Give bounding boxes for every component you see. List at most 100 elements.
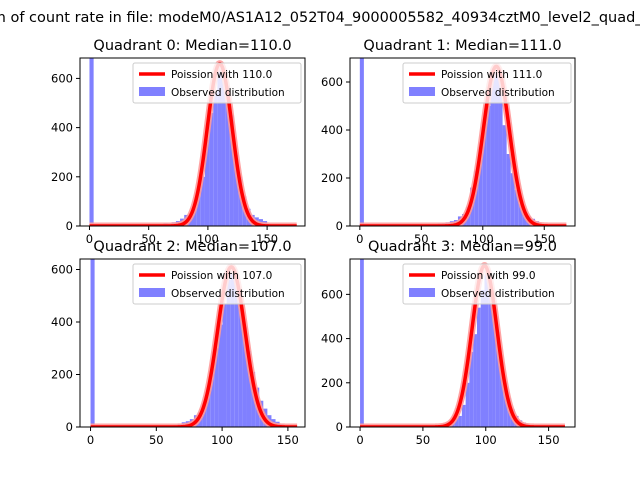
- x-tick-label: 100: [211, 433, 233, 447]
- histogram-bar: [210, 369, 215, 427]
- x-tick-label: 150: [277, 433, 299, 447]
- histogram-bar: [474, 170, 479, 226]
- legend-hist-swatch: [409, 87, 435, 96]
- histogram-bar: [482, 122, 487, 226]
- histogram-bar: [238, 306, 243, 427]
- histogram-bar: [90, 259, 95, 427]
- y-tick-label: 400: [51, 315, 73, 329]
- x-tick-label: 100: [472, 232, 494, 246]
- histogram-bar: [490, 79, 495, 226]
- subplot-title: Quadrant 2: Median=107.0: [93, 239, 291, 255]
- y-tick-label: 0: [336, 420, 343, 434]
- x-tick-label: 0: [356, 433, 363, 447]
- histogram-bar: [226, 280, 231, 427]
- y-tick-label: 0: [66, 420, 73, 434]
- quadrant-0-panel: 0 50 100 150 0 200 400 600 Quadrant 0: Median=11…: [51, 38, 306, 246]
- y-tick-label: 200: [321, 376, 343, 390]
- legend-box: [132, 62, 302, 104]
- histogram-bar: [480, 289, 485, 427]
- quadrant-3-panel: 0 50 100 150 0 200 400 600 Quadrant 3: Median=99…: [321, 239, 576, 447]
- histogram-bar: [209, 112, 214, 226]
- y-tick-label: 400: [321, 123, 343, 137]
- histogram-bar: [206, 387, 211, 427]
- histogram-bar: [484, 274, 489, 427]
- x-tick-label: 0: [86, 232, 93, 246]
- subplot-title: Quadrant 3: Median=99.0: [368, 239, 557, 255]
- histogram-bar: [478, 146, 483, 226]
- histogram-bar: [234, 274, 239, 427]
- histogram-bar: [230, 272, 235, 427]
- subplot-title: Quadrant 1: Median=111.0: [363, 38, 561, 54]
- histogram-bar: [196, 189, 201, 226]
- axes-frame: [79, 258, 306, 428]
- histogram-bar: [510, 173, 515, 226]
- legend-fit-label: Poission with 107.0: [171, 270, 272, 282]
- histogram-bar: [89, 58, 94, 226]
- histogram-bar: [214, 348, 219, 427]
- histogram-bar: [238, 176, 243, 226]
- y-tick-label: 0: [66, 219, 73, 233]
- y-tick-label: 200: [321, 171, 343, 185]
- axes-frame: [79, 57, 306, 227]
- histogram-bar: [360, 259, 364, 427]
- histogram-bar: [461, 404, 466, 427]
- histogram-bar: [465, 382, 470, 427]
- histogram-bar: [192, 208, 197, 226]
- legend-box: [132, 263, 302, 305]
- x-tick-label: 50: [149, 433, 164, 447]
- x-tick-label: 0: [356, 232, 363, 246]
- x-tick-label: 50: [414, 232, 429, 246]
- histogram-bar: [473, 334, 477, 427]
- histogram-bar: [454, 418, 459, 427]
- histogram-bar: [221, 71, 226, 226]
- subplot-title: Quadrant 0: Median=110.0: [93, 38, 291, 54]
- legend-box: [402, 62, 572, 104]
- y-tick-label: 600: [51, 71, 73, 85]
- histogram-bar: [458, 415, 462, 427]
- histogram-bar: [359, 58, 364, 226]
- y-tick-label: 600: [321, 75, 343, 89]
- histogram-bar: [251, 371, 256, 427]
- histogram-bar: [486, 106, 491, 226]
- y-tick-label: 0: [336, 219, 343, 233]
- histogram-bar: [218, 324, 223, 427]
- x-tick-label: 50: [141, 232, 156, 246]
- histogram-bar: [488, 276, 493, 427]
- histogram-bar: [495, 331, 500, 427]
- histogram-bar: [499, 360, 504, 427]
- histogram-bar: [518, 204, 523, 226]
- histogram-bar: [202, 403, 207, 427]
- histogram-bar: [246, 350, 252, 427]
- histogram-bar: [492, 307, 496, 427]
- histogram-bar: [213, 93, 218, 226]
- histogram-bar: [506, 154, 511, 226]
- legend-fit-label: Poission with 110.0: [171, 69, 272, 81]
- legend-hist-swatch: [409, 288, 435, 297]
- histogram-bar: [229, 115, 234, 226]
- histogram-bar: [476, 307, 481, 427]
- histogram-bar: [514, 190, 519, 226]
- histogram-bar: [217, 66, 222, 226]
- x-tick-label: 50: [416, 433, 431, 447]
- legend-box: [402, 263, 572, 305]
- histogram-bar: [204, 139, 210, 226]
- legend-hist-label: Observed distribution: [171, 288, 285, 300]
- y-tick-label: 200: [51, 368, 73, 382]
- histogram-bar: [242, 327, 247, 427]
- legend-fit-label: Poission with 111.0: [441, 69, 542, 81]
- x-tick-label: 150: [538, 433, 560, 447]
- histogram-bar: [225, 85, 230, 226]
- figure-suptitle: Histogram of count rate in file: modeM0/…: [0, 10, 640, 26]
- x-tick-label: 100: [475, 433, 497, 447]
- histogram-bar: [222, 303, 227, 427]
- y-tick-label: 600: [51, 263, 73, 277]
- y-tick-label: 600: [321, 287, 343, 301]
- legend-hist-swatch: [139, 87, 165, 96]
- histogram-bar: [498, 77, 503, 226]
- x-tick-label: 0: [87, 433, 94, 447]
- legend-hist-label: Observed distribution: [441, 288, 555, 300]
- quadrant-1-panel: 0 50 100 150 0 200 400 600 Quadrant 1: Median=11…: [321, 38, 576, 246]
- x-tick-label: 150: [256, 232, 278, 246]
- histogram-bar: [503, 382, 508, 427]
- histogram-bar: [233, 154, 239, 226]
